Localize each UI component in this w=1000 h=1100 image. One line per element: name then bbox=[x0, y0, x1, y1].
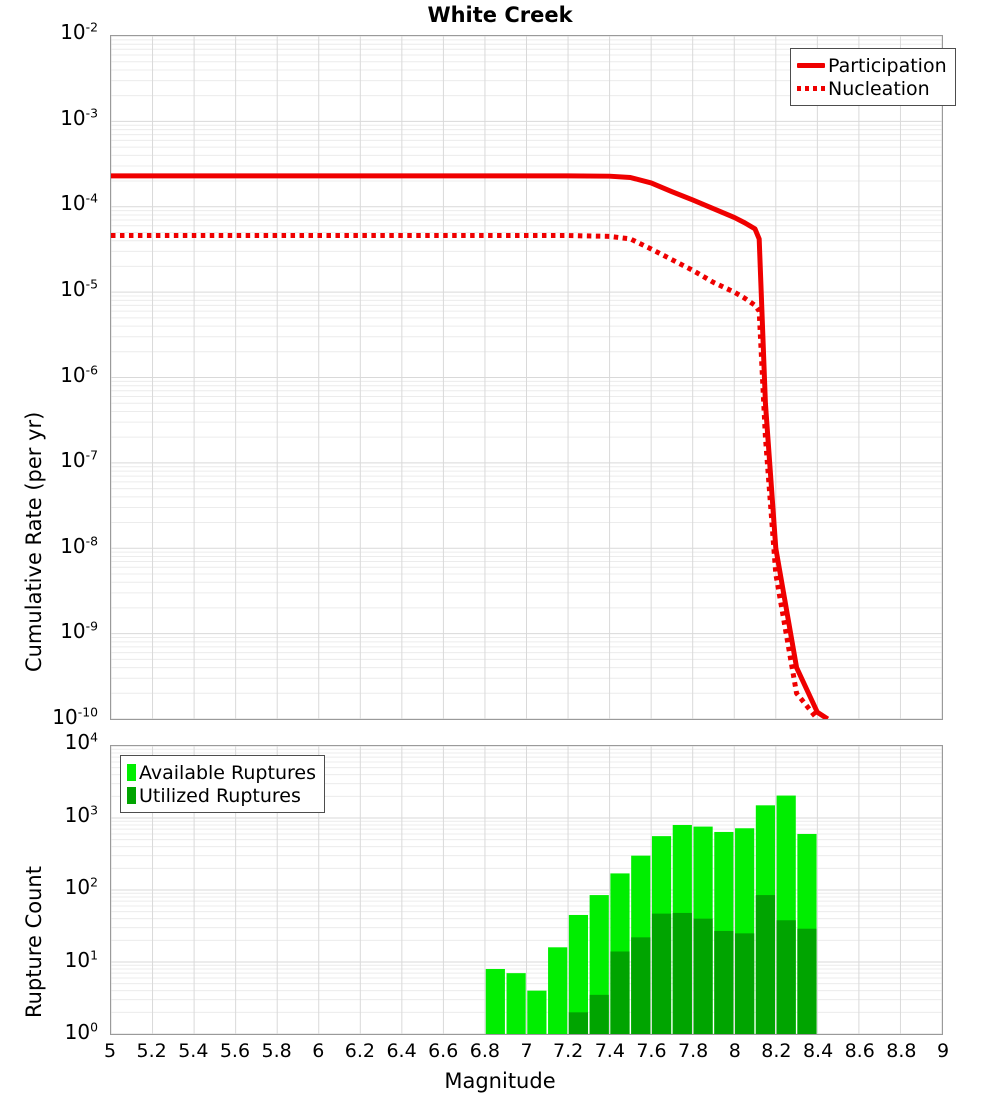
y-tick-mantissa: 10 bbox=[64, 730, 91, 754]
y-tick-mantissa: 10 bbox=[64, 875, 91, 899]
y-tick-label: 10-4 bbox=[60, 190, 104, 216]
y-tick-label: 10-5 bbox=[60, 276, 104, 301]
y-tick-exponent: 2 bbox=[90, 874, 98, 890]
y-tick-exponent: 0 bbox=[90, 1019, 98, 1035]
x-tick-label: 6.8 bbox=[469, 1040, 500, 1062]
cumulative-rate-plot bbox=[110, 35, 943, 720]
y-tick-exponent: -6 bbox=[85, 361, 98, 377]
rate-y-tick-labels: 10-2 10-3 10-4 10-5 10-6 10-7 10-8 10-9 10-10 bbox=[0, 21, 104, 727]
rupture-count-plot bbox=[110, 745, 943, 1035]
x-tick-label: 7 bbox=[520, 1040, 533, 1062]
y-tick-mantissa: 10 bbox=[60, 105, 86, 130]
y-tick-label: 102 bbox=[64, 874, 104, 899]
x-tick-label: 7.8 bbox=[677, 1040, 709, 1062]
y-tick-mantissa: 10 bbox=[60, 191, 86, 216]
y-tick-exponent: -9 bbox=[85, 618, 98, 634]
x-tick-label: 6.2 bbox=[344, 1040, 375, 1062]
x-tick-label: 8.4 bbox=[802, 1040, 834, 1062]
x-axis-title: Magnitude bbox=[444, 1069, 556, 1093]
count-y-axis-title: Rupture Count bbox=[22, 866, 46, 1018]
x-tick-label: 7.6 bbox=[636, 1040, 667, 1062]
count-plot-bars bbox=[485, 795, 817, 1034]
legend-label-participation: Participation bbox=[828, 54, 947, 77]
legend-item-utilized-ruptures[interactable]: Utilized Ruptures bbox=[127, 784, 316, 807]
x-tick-label: 5.6 bbox=[219, 1040, 251, 1062]
x-tick-label: 6.6 bbox=[428, 1040, 459, 1062]
x-tick-label: 5 bbox=[103, 1040, 117, 1062]
legend-label-nucleation: Nucleation bbox=[828, 77, 930, 100]
y-tick-exponent: -4 bbox=[85, 190, 98, 206]
y-tick-exponent: 4 bbox=[90, 729, 98, 745]
figure-title: White Creek bbox=[427, 3, 573, 27]
count-y-tick-labels: 100 101 102 103 104 bbox=[0, 731, 104, 1042]
x-tick-label: 8.8 bbox=[886, 1040, 917, 1062]
legend-label-available-ruptures: Available Ruptures bbox=[139, 761, 316, 784]
y-tick-mantissa: 10 bbox=[52, 705, 78, 729]
y-tick-exponent: -7 bbox=[85, 447, 98, 463]
y-tick-exponent: 1 bbox=[90, 946, 98, 962]
y-tick-mantissa: 10 bbox=[64, 1020, 91, 1044]
rate-y-axis-title: Cumulative Rate (per yr) bbox=[22, 411, 46, 672]
y-tick-label: 10-10 bbox=[52, 704, 104, 729]
y-tick-exponent: -3 bbox=[85, 104, 98, 120]
x-tick-label: 7.2 bbox=[553, 1040, 584, 1062]
y-tick-mantissa: 10 bbox=[60, 619, 86, 644]
y-tick-label: 10-8 bbox=[60, 533, 104, 558]
y-tick-label: 10-9 bbox=[60, 618, 104, 644]
y-tick-label: 104 bbox=[64, 729, 104, 754]
legend-item-participation[interactable]: Participation bbox=[797, 54, 947, 77]
x-tick-label: 6 bbox=[312, 1040, 325, 1062]
rate-plot-series bbox=[111, 173, 830, 719]
legend-item-nucleation[interactable]: Nucleation bbox=[797, 77, 947, 100]
x-tick-label: 8.2 bbox=[761, 1040, 792, 1062]
legend-item-available-ruptures[interactable]: Available Ruptures bbox=[127, 761, 316, 784]
rate-plot-legend: Participation Nucleation bbox=[790, 48, 956, 106]
y-tick-mantissa: 10 bbox=[60, 20, 86, 44]
y-tick-label: 101 bbox=[64, 946, 104, 972]
dotted-line-icon bbox=[797, 86, 825, 91]
y-tick-mantissa: 10 bbox=[60, 362, 86, 387]
x-tick-label: 9 bbox=[936, 1040, 950, 1062]
x-tick-label: 8 bbox=[728, 1040, 741, 1062]
rate-plot-gridlines bbox=[111, 36, 942, 719]
count-plot-legend: Available Ruptures Utilized Ruptures bbox=[120, 755, 325, 813]
x-tick-label: 5.4 bbox=[178, 1040, 209, 1062]
x-tick-label: 5.2 bbox=[136, 1040, 167, 1062]
y-tick-mantissa: 10 bbox=[60, 448, 86, 473]
y-tick-exponent: -2 bbox=[85, 19, 98, 35]
y-tick-label: 10-6 bbox=[60, 361, 104, 387]
y-tick-label: 10-3 bbox=[60, 104, 104, 130]
y-tick-label: 103 bbox=[64, 801, 104, 827]
solid-line-icon bbox=[797, 63, 825, 68]
x-tick-label: 8.6 bbox=[844, 1040, 875, 1062]
y-tick-mantissa: 10 bbox=[64, 947, 91, 972]
available-ruptures-swatch-icon bbox=[127, 764, 136, 781]
y-tick-exponent: 3 bbox=[90, 801, 98, 817]
x-tick-label: 5.8 bbox=[261, 1040, 292, 1062]
y-tick-exponent: -10 bbox=[77, 704, 98, 720]
utilized-ruptures-swatch-icon bbox=[127, 787, 136, 804]
y-tick-label: 10-7 bbox=[60, 447, 104, 473]
y-tick-mantissa: 10 bbox=[60, 276, 86, 301]
x-tick-label: 7.4 bbox=[594, 1040, 625, 1062]
y-tick-mantissa: 10 bbox=[64, 802, 91, 827]
legend-label-utilized-ruptures: Utilized Ruptures bbox=[139, 784, 301, 807]
y-tick-label: 10-2 bbox=[60, 19, 104, 44]
y-tick-exponent: -5 bbox=[85, 276, 98, 292]
y-tick-mantissa: 10 bbox=[60, 533, 86, 558]
y-tick-label: 100 bbox=[64, 1019, 104, 1044]
y-tick-exponent: -8 bbox=[85, 533, 98, 549]
x-tick-label: 6.4 bbox=[386, 1040, 417, 1062]
